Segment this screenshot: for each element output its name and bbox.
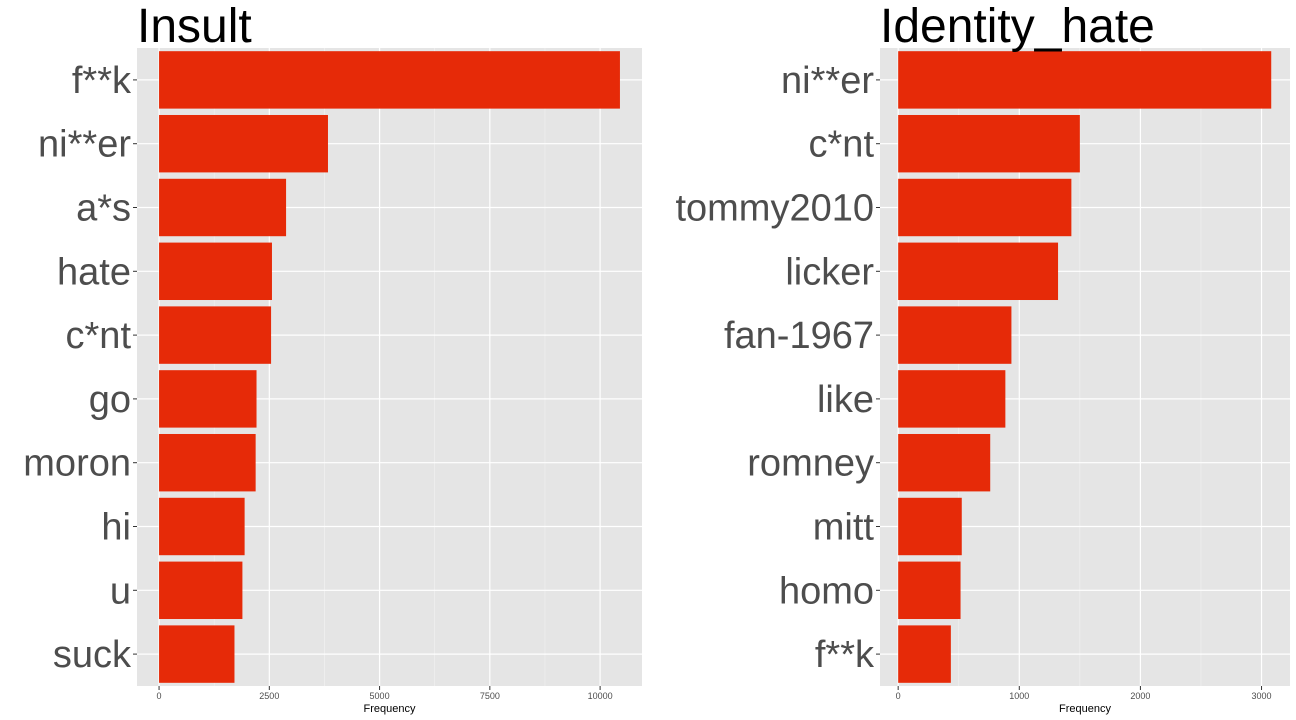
category-label: hi xyxy=(101,507,131,549)
x-tick-label: 5000 xyxy=(370,691,390,701)
x-tick-label: 0 xyxy=(896,691,901,701)
category-label: mitt xyxy=(813,507,875,549)
x-axis-title: Frequency xyxy=(1059,703,1111,715)
category-label: tommy2010 xyxy=(675,188,874,230)
chart-title: Insult xyxy=(137,0,252,53)
x-tick-label: 0 xyxy=(157,691,162,701)
category-label: ni**er xyxy=(781,60,874,102)
x-tick-label: 1000 xyxy=(1009,691,1029,701)
category-label: licker xyxy=(785,251,874,293)
bar-tommy2010 xyxy=(898,178,1072,237)
x-tick-label: 7500 xyxy=(480,691,500,701)
bar-mitt xyxy=(898,497,962,556)
category-label: moron xyxy=(23,443,131,485)
category-label: homo xyxy=(779,570,874,612)
chart-title: Identity_hate xyxy=(880,0,1155,53)
bar-romney xyxy=(898,433,991,492)
category-label: hate xyxy=(57,251,131,293)
bar-suck xyxy=(159,625,235,683)
bar-u xyxy=(159,561,243,620)
category-label: go xyxy=(89,379,131,421)
x-tick-label: 2000 xyxy=(1130,691,1150,701)
x-tick-label: 3000 xyxy=(1252,691,1272,701)
category-label: romney xyxy=(747,443,874,485)
bar-fan-1967 xyxy=(898,306,1012,364)
bar-c*nt xyxy=(898,114,1080,173)
bar-go xyxy=(159,370,257,428)
bar-f**k xyxy=(159,51,620,109)
x-tick-label: 2500 xyxy=(259,691,279,701)
category-label: f**k xyxy=(72,60,132,102)
category-label: ni**er xyxy=(38,124,131,166)
category-label: f**k xyxy=(815,634,875,676)
bar-a*s xyxy=(159,178,287,237)
x-axis-title: Frequency xyxy=(364,703,416,715)
category-label: a*s xyxy=(76,188,131,230)
bar-c*nt xyxy=(159,306,272,364)
bar-homo xyxy=(898,561,961,620)
bar-hate xyxy=(159,242,272,301)
bar-moron xyxy=(159,433,256,492)
bar-f**k xyxy=(898,625,951,683)
bar-ni**er xyxy=(898,51,1272,109)
chart-insult: f**k ni**er a*s hate c*nt go moron hi u suck 0 2500… xyxy=(23,0,642,715)
category-label: c*nt xyxy=(809,124,875,166)
category-label: u xyxy=(110,570,131,612)
bar-licker xyxy=(898,242,1059,301)
bar-like xyxy=(898,370,1006,428)
category-label: suck xyxy=(53,634,132,676)
chart-identity-hate: ni**er c*nt tommy2010 licker fan-1967 like rom… xyxy=(675,0,1290,715)
category-label: c*nt xyxy=(66,315,132,357)
category-label: fan-1967 xyxy=(724,315,874,357)
x-tick-label: 10000 xyxy=(588,691,613,701)
bar-ni**er xyxy=(159,114,328,173)
bar-hi xyxy=(159,497,245,556)
category-label: like xyxy=(817,379,874,421)
